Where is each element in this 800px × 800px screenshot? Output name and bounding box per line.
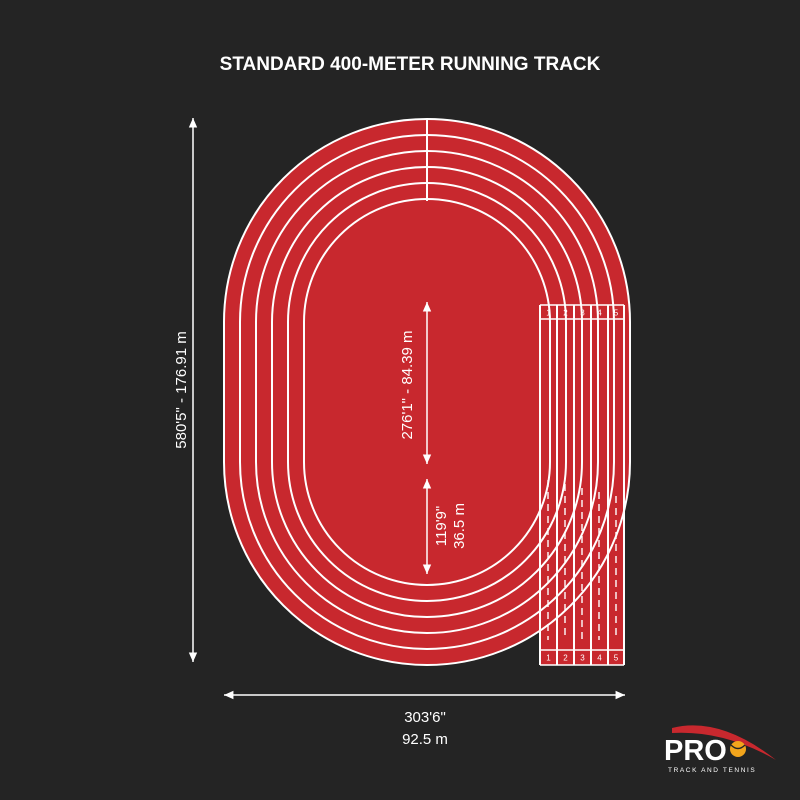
curve-radius-label-ft: 119'9" bbox=[433, 506, 450, 546]
lane-number-label: 3 bbox=[580, 654, 585, 663]
pro-track-and-tennis-logo: PRO TRACK AND TENNIS bbox=[664, 725, 776, 774]
curve-radius-label-m: 36.5 m bbox=[451, 503, 468, 549]
logo-swoosh bbox=[672, 725, 776, 760]
lane-number-label: 3 bbox=[580, 309, 585, 318]
logo-brand: PRO bbox=[664, 735, 727, 767]
total-length-label: 580'5" - 176.91 m bbox=[173, 331, 190, 448]
straight-length-label: 276'1" - 84.39 m bbox=[399, 330, 416, 439]
logo-tagline: TRACK AND TENNIS bbox=[668, 767, 756, 774]
lane-number-label: 2 bbox=[563, 309, 568, 318]
extension-lines bbox=[539, 304, 625, 666]
lane-numbers-top: 1 2 3 4 5 bbox=[546, 309, 619, 318]
lane-numbers-bottom: 1 2 3 4 5 bbox=[546, 654, 619, 663]
diagram-title: STANDARD 400-METER RUNNING TRACK bbox=[220, 54, 601, 75]
total-width-label-m: 92.5 m bbox=[402, 731, 448, 748]
total-width-label-ft: 303'6" bbox=[404, 709, 446, 726]
lane-number-label: 1 bbox=[546, 309, 551, 318]
lane-number-label: 4 bbox=[597, 654, 602, 663]
lane-number-label: 4 bbox=[597, 309, 602, 318]
lane-number-label: 1 bbox=[546, 654, 551, 663]
lane-number-label: 5 bbox=[614, 309, 619, 318]
lane-number-label: 2 bbox=[563, 654, 568, 663]
lane-number-label: 5 bbox=[614, 654, 619, 663]
